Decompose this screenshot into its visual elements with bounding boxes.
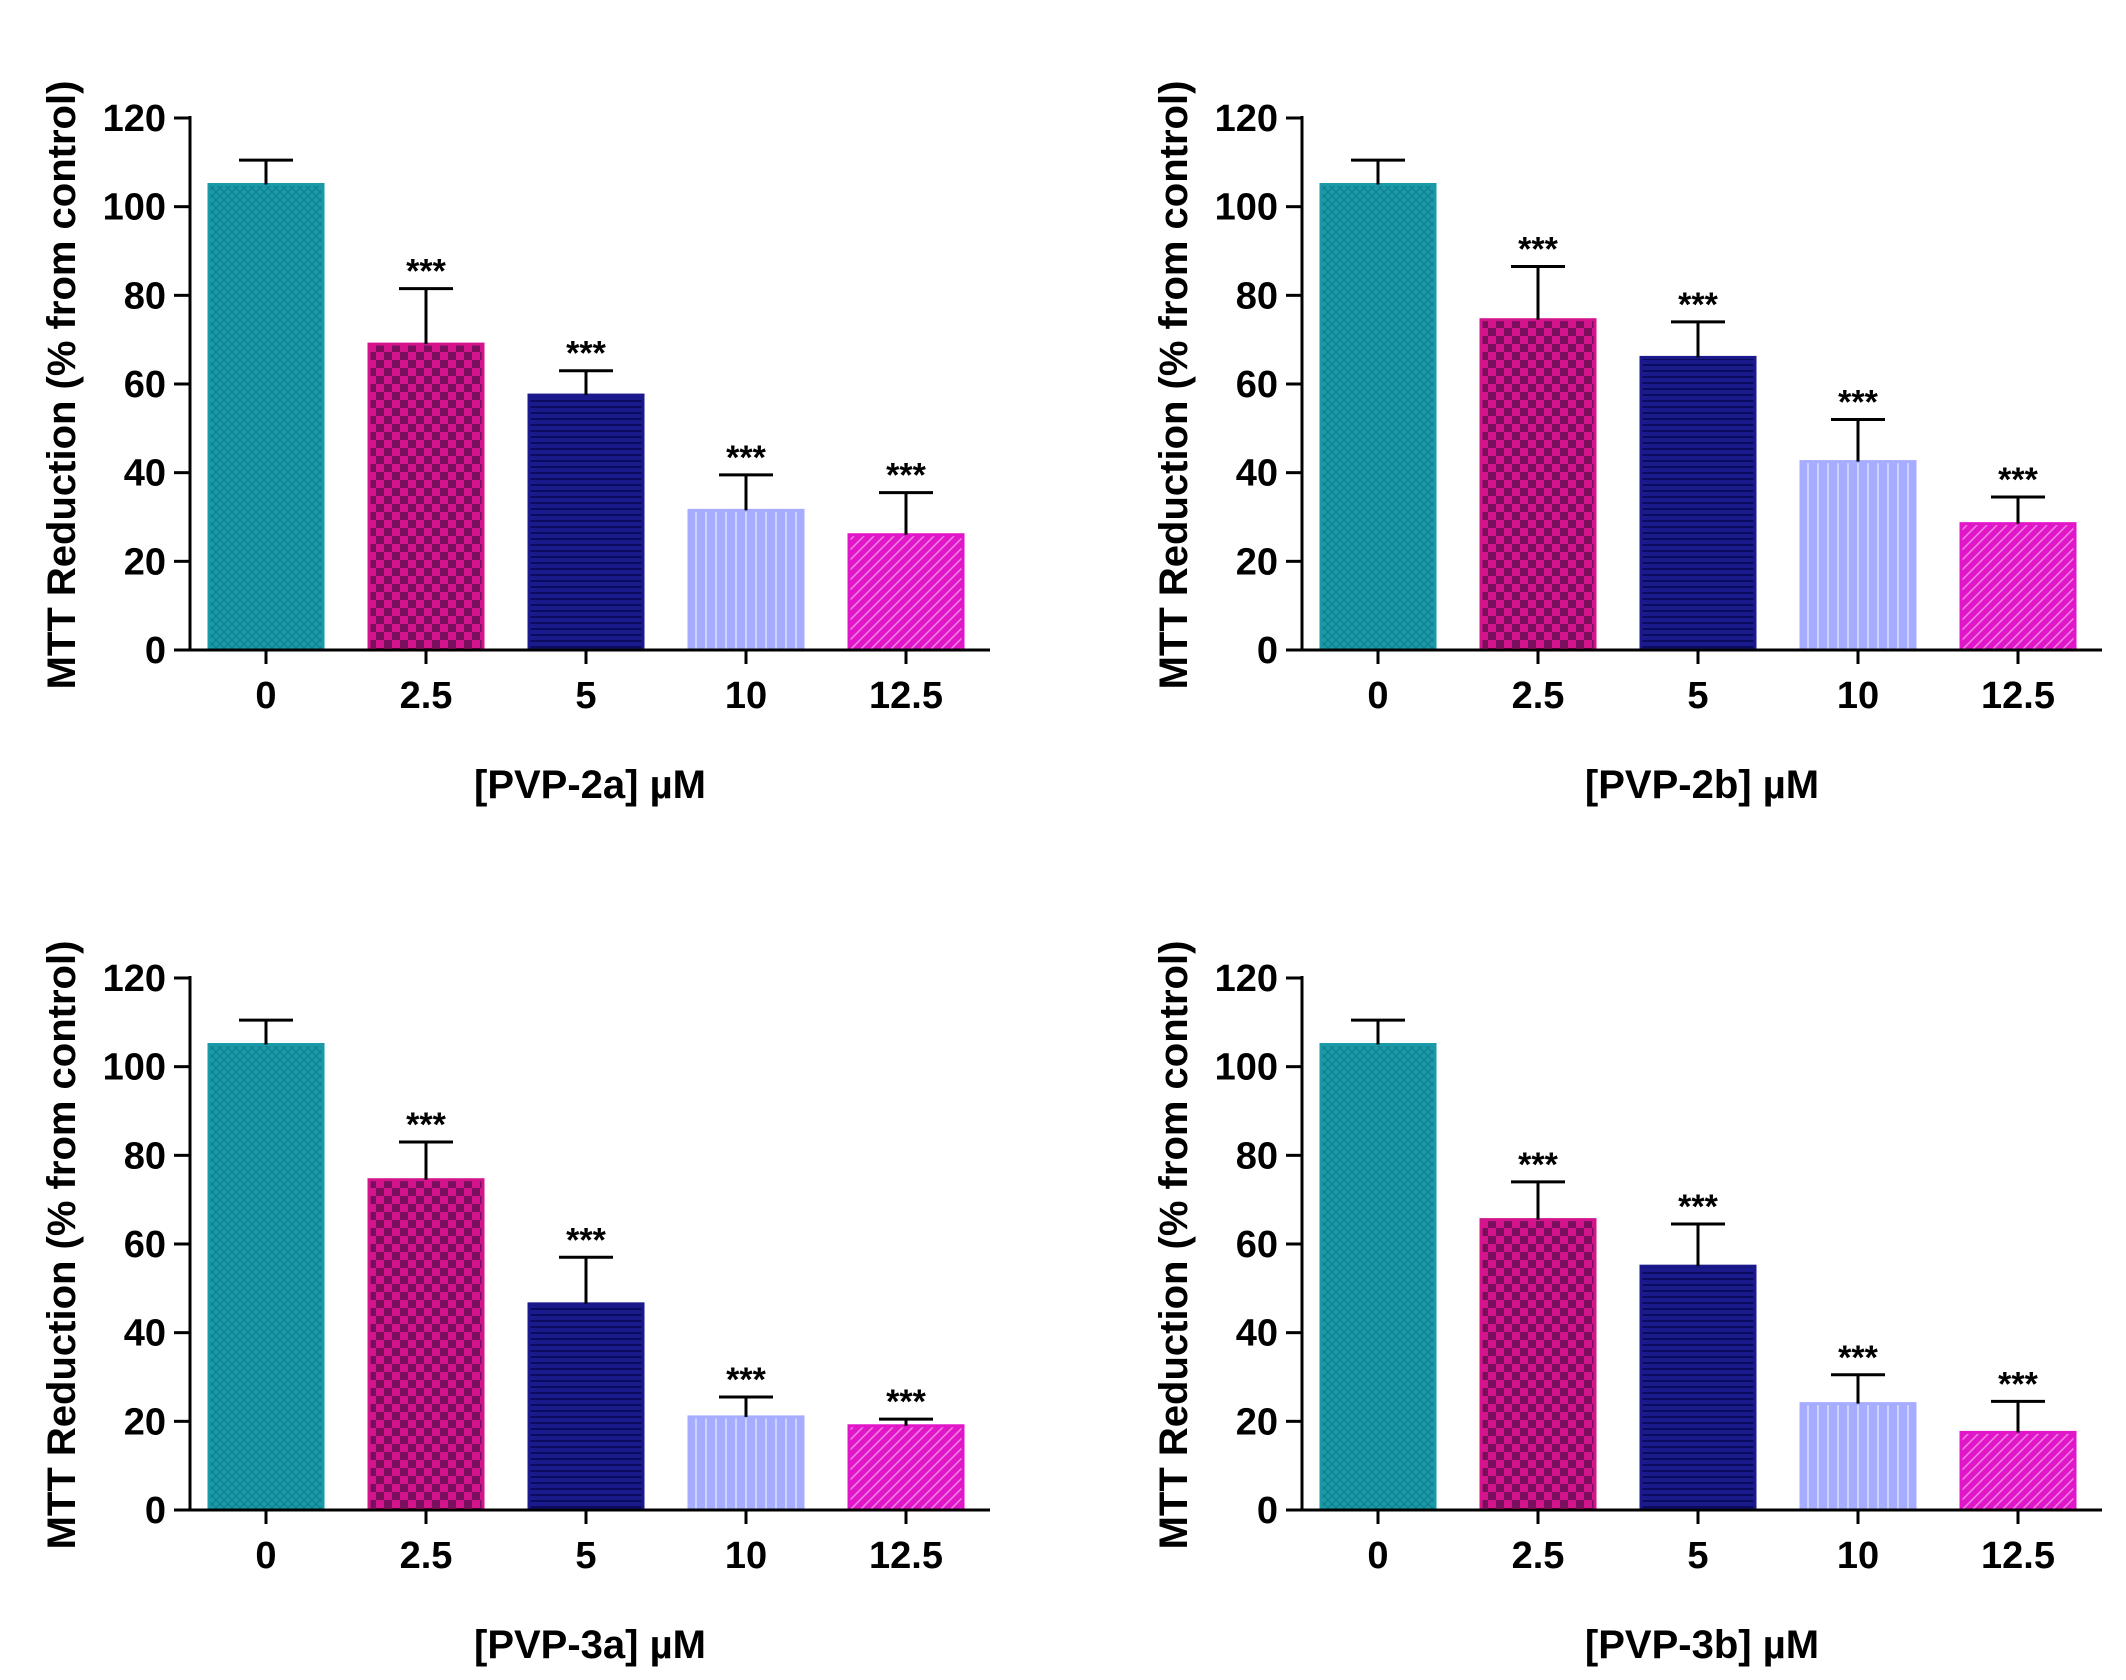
x-tick-label: 2.5: [1512, 675, 1565, 717]
significance-label: ***: [566, 335, 606, 373]
x-tick-label: 0: [255, 1535, 276, 1577]
x-axis-title: [PVP-3a] µM: [474, 1623, 706, 1667]
bar-2_5: [367, 342, 485, 652]
chart-panel-1: 0 *** 2.5 *** 5 *** 10 *** 12.5 0 20 40 60 80 100 120 [P…: [40, 81, 990, 807]
x-tick-label: 12.5: [869, 675, 943, 717]
y-tick-label: 80: [1236, 275, 1278, 317]
significance-label: ***: [1838, 1339, 1878, 1377]
y-tick-label: 40: [124, 1313, 166, 1355]
bar-5: [1639, 355, 1757, 652]
x-axis-title: [PVP-2b] µM: [1585, 763, 1819, 807]
y-tick-label: 0: [145, 1490, 166, 1532]
bar-2_5: [1479, 318, 1597, 652]
x-tick-label: 0: [1367, 1535, 1388, 1577]
y-tick-label: 20: [1236, 1401, 1278, 1443]
y-tick-label: 100: [103, 1047, 166, 1089]
bar-0: [1319, 183, 1437, 652]
significance-label: ***: [1678, 1188, 1718, 1226]
y-tick-label: 100: [1215, 1047, 1278, 1089]
y-tick-label: 20: [124, 1401, 166, 1443]
y-tick-label: 40: [1236, 453, 1278, 495]
x-tick-label: 2.5: [1512, 1535, 1565, 1577]
significance-label: ***: [1678, 286, 1718, 324]
significance-label: ***: [1998, 1365, 2038, 1403]
y-axis-title: MTT Reduction (% from control): [1152, 941, 1196, 1550]
y-tick-label: 120: [103, 98, 166, 140]
bar-0: [207, 1043, 325, 1512]
x-tick-label: 12.5: [1981, 1535, 2055, 1577]
x-tick-label: 5: [575, 1535, 596, 1577]
y-tick-label: 0: [145, 630, 166, 672]
y-tick-label: 120: [1215, 98, 1278, 140]
y-tick-label: 80: [124, 1135, 166, 1177]
bar-5: [527, 393, 645, 652]
y-tick-label: 120: [103, 958, 166, 1000]
bar-2_5: [1479, 1218, 1597, 1512]
x-tick-label: 10: [1837, 1535, 1879, 1577]
y-tick-label: 100: [103, 187, 166, 229]
bar-10: [687, 1415, 805, 1512]
significance-label: ***: [726, 439, 766, 477]
bar-12_5: [1959, 522, 2077, 652]
y-tick-label: 40: [1236, 1313, 1278, 1355]
significance-label: ***: [406, 253, 446, 291]
y-tick-label: 0: [1257, 630, 1278, 672]
chart-panel-2: 0 *** 2.5 *** 5 *** 10 *** 12.5 0 20 40 60 80 100 120 [P…: [1152, 81, 2102, 807]
bar-0: [1319, 1043, 1437, 1512]
x-tick-label: 5: [1687, 1535, 1708, 1577]
x-axis-title: [PVP-2a] µM: [474, 763, 706, 807]
y-tick-label: 0: [1257, 1490, 1278, 1532]
chart-panel-3: 0 *** 2.5 *** 5 *** 10 *** 12.5 0 20 40 60 80 100 120 [P…: [40, 941, 990, 1667]
bar-5: [527, 1302, 645, 1512]
y-tick-label: 60: [124, 1224, 166, 1266]
y-tick-label: 80: [124, 275, 166, 317]
bar-10: [687, 508, 805, 652]
bar-12_5: [847, 533, 965, 652]
x-tick-label: 2.5: [400, 675, 453, 717]
significance-label: ***: [726, 1361, 766, 1399]
y-tick-label: 60: [124, 364, 166, 406]
y-tick-label: 20: [124, 541, 166, 583]
x-tick-label: 10: [1837, 675, 1879, 717]
x-tick-label: 2.5: [400, 1535, 453, 1577]
x-tick-label: 0: [1367, 675, 1388, 717]
y-tick-label: 60: [1236, 364, 1278, 406]
x-tick-label: 5: [1687, 675, 1708, 717]
y-tick-label: 120: [1215, 958, 1278, 1000]
x-axis-title: [PVP-3b] µM: [1585, 1623, 1819, 1667]
y-tick-label: 40: [124, 453, 166, 495]
x-tick-label: 0: [255, 675, 276, 717]
significance-label: ***: [1518, 1146, 1558, 1184]
significance-label: ***: [1838, 383, 1878, 421]
x-tick-label: 12.5: [1981, 675, 2055, 717]
significance-label: ***: [886, 1383, 926, 1421]
y-axis-title: MTT Reduction (% from control): [1152, 81, 1196, 690]
y-tick-label: 20: [1236, 541, 1278, 583]
bar-12_5: [1959, 1430, 2077, 1512]
significance-label: ***: [566, 1221, 606, 1259]
y-tick-label: 80: [1236, 1135, 1278, 1177]
y-tick-label: 100: [1215, 187, 1278, 229]
bar-10: [1799, 460, 1917, 652]
significance-label: ***: [1998, 461, 2038, 499]
y-tick-label: 60: [1236, 1224, 1278, 1266]
bar-12_5: [847, 1424, 965, 1512]
bar-5: [1639, 1264, 1757, 1512]
x-tick-label: 10: [725, 1535, 767, 1577]
bar-0: [207, 183, 325, 652]
x-tick-label: 10: [725, 675, 767, 717]
significance-label: ***: [1518, 231, 1558, 269]
significance-label: ***: [886, 457, 926, 495]
x-tick-label: 12.5: [869, 1535, 943, 1577]
y-axis-title: MTT Reduction (% from control): [40, 941, 84, 1550]
chart-panel-4: 0 *** 2.5 *** 5 *** 10 *** 12.5 0 20 40 60 80 100 120 [P…: [1152, 941, 2102, 1667]
bar-10: [1799, 1402, 1917, 1512]
y-axis-title: MTT Reduction (% from control): [40, 81, 84, 690]
x-tick-label: 5: [575, 675, 596, 717]
significance-label: ***: [406, 1106, 446, 1144]
bar-2_5: [367, 1178, 485, 1512]
